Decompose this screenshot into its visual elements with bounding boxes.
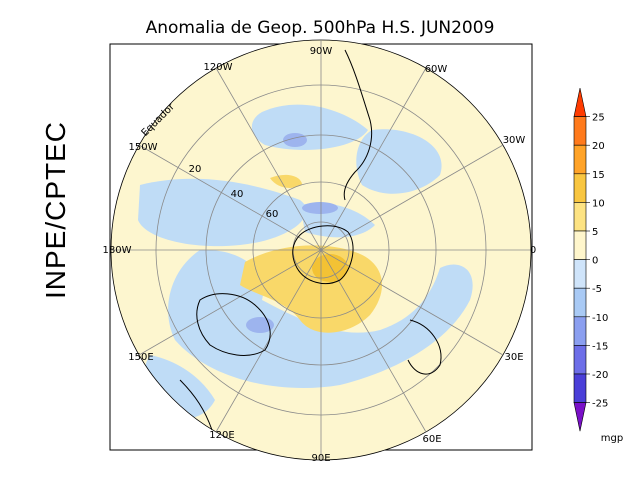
colorbar-tick-label: 25 xyxy=(592,113,605,124)
lon-label: 180W xyxy=(103,245,132,256)
lat-label: 60 xyxy=(266,209,279,220)
colorbar-swatch xyxy=(573,345,587,375)
colorbar-swatch xyxy=(573,402,587,432)
colorbar-tick-label: 15 xyxy=(592,170,605,181)
negative-region xyxy=(356,129,442,194)
lon-label: 60W xyxy=(425,64,448,75)
coastlines xyxy=(179,49,442,431)
colorbar-swatch xyxy=(573,202,587,232)
longitude-labels: 90W 60W 30W 0 30E 60E 90E 120E 150E 180W… xyxy=(103,46,537,464)
colorbar-swatch xyxy=(573,144,587,175)
colorbar-tick-label: -15 xyxy=(592,341,608,352)
colorbar-tick-label: 10 xyxy=(592,198,605,209)
lon-label: 90E xyxy=(311,453,330,464)
colorbar-tick-label: 0 xyxy=(592,256,598,267)
colorbar-tick-label: 20 xyxy=(592,141,605,152)
lon-label: 30W xyxy=(503,135,526,146)
australia-coast xyxy=(196,293,271,356)
colorbar-swatch xyxy=(573,259,587,289)
negative-region xyxy=(138,178,307,247)
lon-label: 120E xyxy=(209,430,234,441)
colorbar-tick-label: 5 xyxy=(592,227,598,238)
meridian-150 xyxy=(138,144,504,356)
colorbar-tick-label: -25 xyxy=(592,399,608,410)
antarctica-coast xyxy=(292,225,354,284)
colorbar: 25 20 15 10 5 0 -5 -10 -15 -20 -25 mgp xyxy=(573,87,623,444)
colorbar-tick-label: -10 xyxy=(592,313,608,324)
south-america-coast xyxy=(343,49,373,201)
lon-label: 120W xyxy=(204,62,233,73)
institution-label: INPE/CPTEC xyxy=(40,121,71,299)
colorbar-swatch xyxy=(573,287,587,318)
lon-label: 90W xyxy=(310,46,333,57)
lon-label: 30E xyxy=(504,352,523,363)
asia-coast xyxy=(179,379,213,431)
lon-label: 150W xyxy=(129,142,158,153)
colorbar-swatch xyxy=(573,316,587,346)
negative-core xyxy=(302,202,338,214)
negative-region xyxy=(251,104,368,150)
colorbar-swatch xyxy=(573,87,587,117)
colorbar-swatch xyxy=(573,173,587,203)
positive-region xyxy=(270,174,302,188)
colorbar-swatch xyxy=(573,373,587,403)
lon-label: 60E xyxy=(422,434,441,445)
lon-label: 150E xyxy=(128,352,153,363)
lat-label: 40 xyxy=(231,189,244,200)
lon-label: 0 xyxy=(530,245,536,256)
colorbar-swatch xyxy=(573,116,587,146)
colorbar-unit: mgp xyxy=(601,433,623,444)
colorbar-tick-label: -5 xyxy=(592,284,602,295)
map-title: Anomalia de Geop. 500hPa H.S. JUN2009 xyxy=(146,18,495,38)
colorbar-swatch xyxy=(573,230,587,260)
graticule xyxy=(110,39,532,461)
latitude-labels: 20 40 60 xyxy=(189,164,279,220)
lat-label: 20 xyxy=(189,164,202,175)
africa-coast xyxy=(407,319,442,375)
colorbar-tick-label: -20 xyxy=(592,370,608,381)
